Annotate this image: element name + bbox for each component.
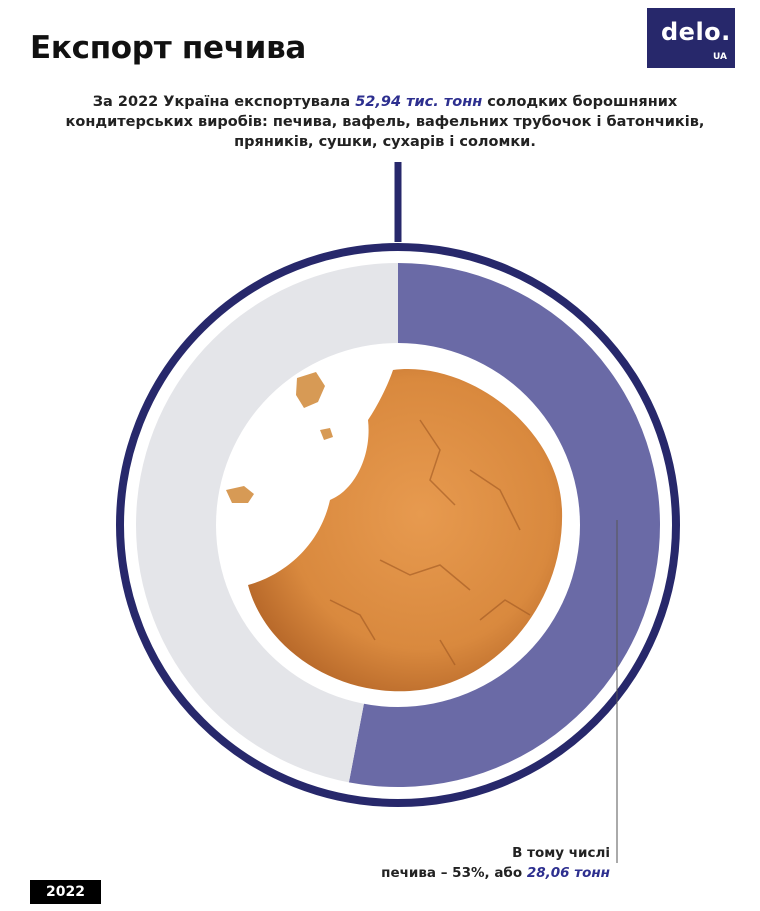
annotation-line-1: В тому числі xyxy=(512,845,610,861)
cookie-crack-6 xyxy=(439,639,456,666)
cookie-body xyxy=(248,369,563,692)
cookie-crack-2 xyxy=(469,469,521,531)
logo-sub-text: UA xyxy=(713,52,727,62)
logo-main-text: delo. xyxy=(661,18,731,46)
annotation-tonnes-highlight: 28,06 тонн xyxy=(526,865,610,881)
subtitle-part-2: солодких борошняних кондитерських виробі… xyxy=(65,94,705,150)
subtitle-part-1: За 2022 Україна експортувала xyxy=(92,94,356,110)
cookie-crumb-1 xyxy=(296,372,325,408)
cookie-crumb-3 xyxy=(320,428,333,440)
cookie-crack-4 xyxy=(329,599,376,641)
annotation-prefix: печива – 53%, або xyxy=(381,865,527,881)
cookie-share-annotation: В тому числі печива – 53%, або 28,06 тон… xyxy=(381,843,610,883)
year-badge: 2022 xyxy=(30,880,101,904)
chart-subtitle: За 2022 Україна експортувала 52,94 тис. … xyxy=(40,92,730,152)
cookie-illustration xyxy=(226,369,563,692)
cookie-crack-5 xyxy=(479,599,531,621)
cookie-crumb-2 xyxy=(226,486,254,503)
cookie-crack-1 xyxy=(419,419,456,506)
chart-outer-ring xyxy=(116,243,680,807)
subtitle-total-highlight: 52,94 тис. тонн xyxy=(355,94,483,110)
cookie-crack-3 xyxy=(379,559,471,591)
brand-logo: delo. UA xyxy=(647,8,735,68)
page-title: Експорт печива xyxy=(30,30,307,66)
